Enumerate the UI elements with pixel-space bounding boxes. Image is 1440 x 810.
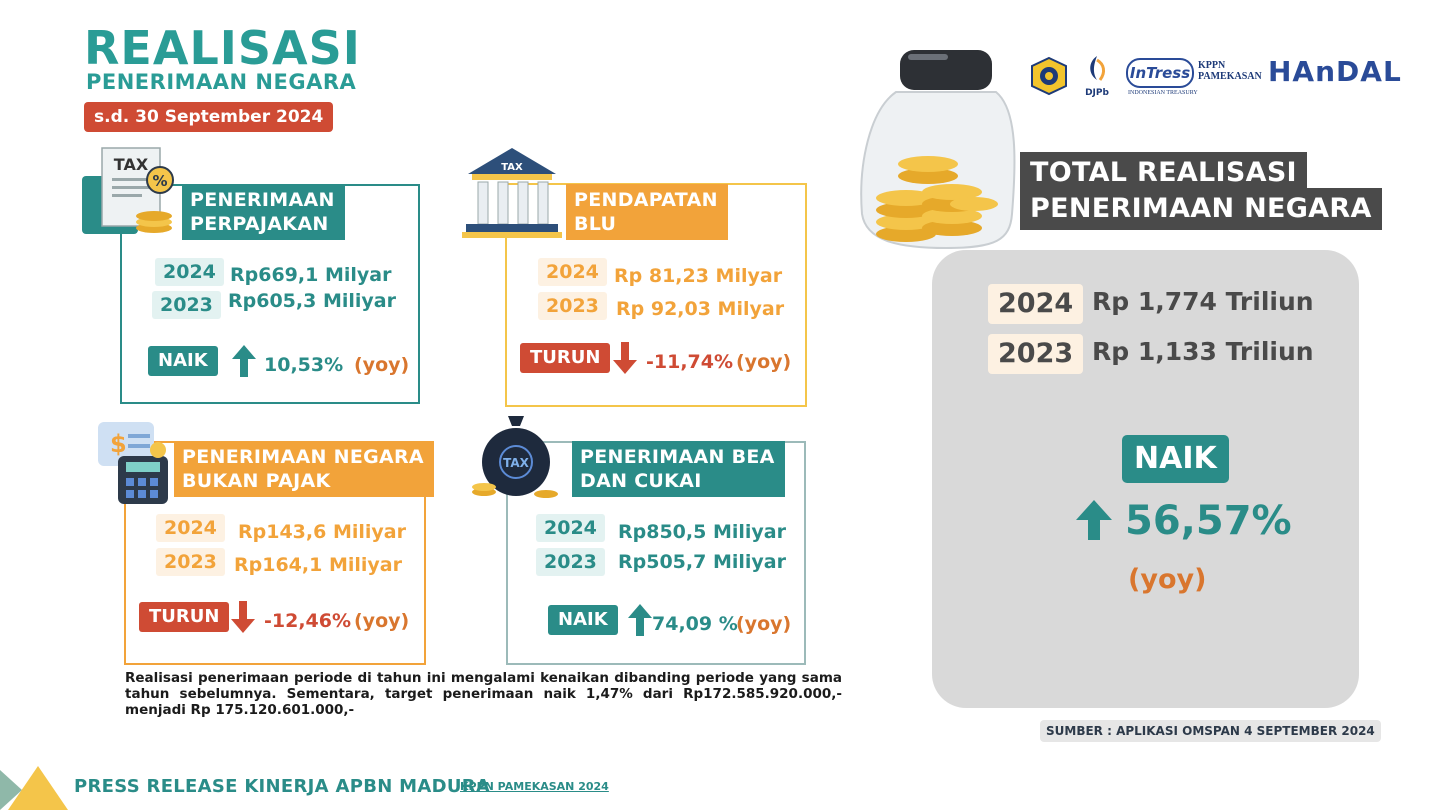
card-bea-title: PENERIMAAN BEA DAN CUKAI bbox=[572, 441, 785, 497]
coin-jar-icon bbox=[856, 44, 1016, 254]
svg-text:%: % bbox=[152, 172, 167, 190]
title-line2: PERPAJAKAN bbox=[190, 213, 329, 235]
kemenkeu-logo-icon bbox=[1028, 56, 1070, 96]
title-line1: PENERIMAAN BEA bbox=[580, 446, 775, 468]
year-2024: 2024 bbox=[156, 514, 225, 542]
value-2024: Rp 81,23 Milyar bbox=[614, 265, 783, 287]
yoy-label: (yoy) bbox=[354, 610, 410, 632]
summary-note: Realisasi penerimaan periode di tahun in… bbox=[125, 670, 842, 718]
status-badge: TURUN bbox=[139, 602, 230, 632]
svg-text:$: $ bbox=[110, 430, 127, 458]
total-value-2023: Rp 1,133 Triliun bbox=[1092, 337, 1314, 366]
source-label: SUMBER : APLIKASI OMSPAN 4 SEPTEMBER 202… bbox=[1040, 720, 1381, 742]
djpb-logo-text: DJPb bbox=[1085, 88, 1109, 98]
year-2024: 2024 bbox=[538, 258, 607, 286]
intress-logo: InTress bbox=[1126, 58, 1194, 88]
value-2023: Rp164,1 Miliyar bbox=[234, 554, 402, 576]
kppn-line2: PAMEKASAN bbox=[1198, 71, 1262, 82]
year-2023: 2023 bbox=[538, 292, 607, 320]
total-yoy-label: (yoy) bbox=[1128, 564, 1207, 595]
total-year-2023: 2023 bbox=[988, 334, 1084, 374]
yoy-label: (yoy) bbox=[736, 613, 792, 635]
percent-change: 10,53% bbox=[264, 354, 344, 376]
djpb-logo-icon: DJPb bbox=[1080, 54, 1114, 98]
total-year-2024: 2024 bbox=[988, 284, 1084, 324]
footer-subtitle: KPPN PAMEKASAN 2024 bbox=[460, 780, 609, 793]
arrow-up-icon bbox=[628, 604, 652, 636]
total-status-badge: NAIK bbox=[1122, 435, 1229, 483]
title-line1: PENERIMAAN bbox=[190, 189, 335, 211]
percent-change: -11,74% bbox=[646, 351, 734, 373]
total-value-2024: Rp 1,774 Triliun bbox=[1092, 287, 1314, 316]
tax-bag-icon: TAX bbox=[466, 412, 566, 502]
value-2023: Rp505,7 Miliyar bbox=[618, 551, 786, 573]
card-perpajakan-title: PENERIMAAN PERPAJAKAN bbox=[182, 184, 345, 240]
percent-change: -12,46% bbox=[264, 610, 352, 632]
date-badge: s.d. 30 September 2024 bbox=[84, 102, 334, 132]
tax-bank-label: TAX bbox=[501, 162, 523, 173]
arrow-down-icon bbox=[613, 342, 637, 374]
page-subtitle: PENERIMAAN NEGARA bbox=[86, 70, 357, 94]
yoy-label: (yoy) bbox=[354, 354, 410, 376]
tax-doc-label: TAX bbox=[114, 155, 149, 174]
value-2024: Rp850,5 Miliyar bbox=[618, 521, 786, 543]
arrow-up-icon bbox=[232, 345, 256, 377]
card-blu-title: PENDAPATAN BLU bbox=[566, 184, 728, 240]
status-badge: TURUN bbox=[520, 343, 611, 373]
kppn-logo-text: KPPN PAMEKASAN bbox=[1198, 60, 1262, 82]
title-line1: PENERIMAAN NEGARA bbox=[182, 446, 424, 468]
footer-decoration bbox=[0, 760, 70, 810]
year-2024: 2024 bbox=[536, 514, 605, 542]
year-2024: 2024 bbox=[155, 258, 224, 286]
card-pnbp-title: PENERIMAAN NEGARA BUKAN PAJAK bbox=[174, 441, 434, 497]
status-badge: NAIK bbox=[548, 605, 618, 635]
total-arrow-up-icon bbox=[1076, 500, 1112, 540]
arrow-down-icon bbox=[231, 601, 255, 633]
treasury-text: INDONESIAN TREASURY bbox=[1128, 90, 1198, 96]
tax-bank-icon: TAX bbox=[460, 144, 564, 240]
kppn-line1: KPPN bbox=[1198, 60, 1226, 71]
money-calculator-icon: $ bbox=[88, 416, 180, 508]
percent-change: 74,09 % bbox=[652, 613, 738, 635]
title-line2: BLU bbox=[574, 213, 617, 235]
year-2023: 2023 bbox=[152, 291, 221, 319]
total-title-line2: PENERIMAAN NEGARA bbox=[1020, 188, 1382, 230]
value-2024: Rp669,1 Milyar bbox=[230, 264, 392, 286]
intress-logo-text: InTress bbox=[1129, 64, 1191, 82]
value-2024: Rp143,6 Miliyar bbox=[238, 521, 406, 543]
total-title-line1: TOTAL REALISASI bbox=[1020, 152, 1307, 194]
value-2023: Rp 92,03 Milyar bbox=[616, 298, 785, 320]
year-2023: 2023 bbox=[536, 548, 605, 576]
year-2023: 2023 bbox=[156, 548, 225, 576]
page-title: REALISASI bbox=[84, 21, 361, 75]
handal-logo: HAnDAL bbox=[1268, 55, 1402, 88]
yoy-label: (yoy) bbox=[736, 351, 792, 373]
title-line2: DAN CUKAI bbox=[580, 470, 702, 492]
tax-document-icon: TAX % bbox=[80, 146, 184, 240]
total-percent-change: 56,57% bbox=[1125, 498, 1292, 544]
title-line2: BUKAN PAJAK bbox=[182, 470, 331, 492]
value-2023: Rp605,3 Miliyar bbox=[228, 290, 396, 312]
footer-title: PRESS RELEASE KINERJA APBN MADURA bbox=[74, 776, 491, 797]
tax-bag-label: TAX bbox=[503, 456, 530, 470]
status-badge: NAIK bbox=[148, 346, 218, 376]
title-line1: PENDAPATAN bbox=[574, 189, 718, 211]
